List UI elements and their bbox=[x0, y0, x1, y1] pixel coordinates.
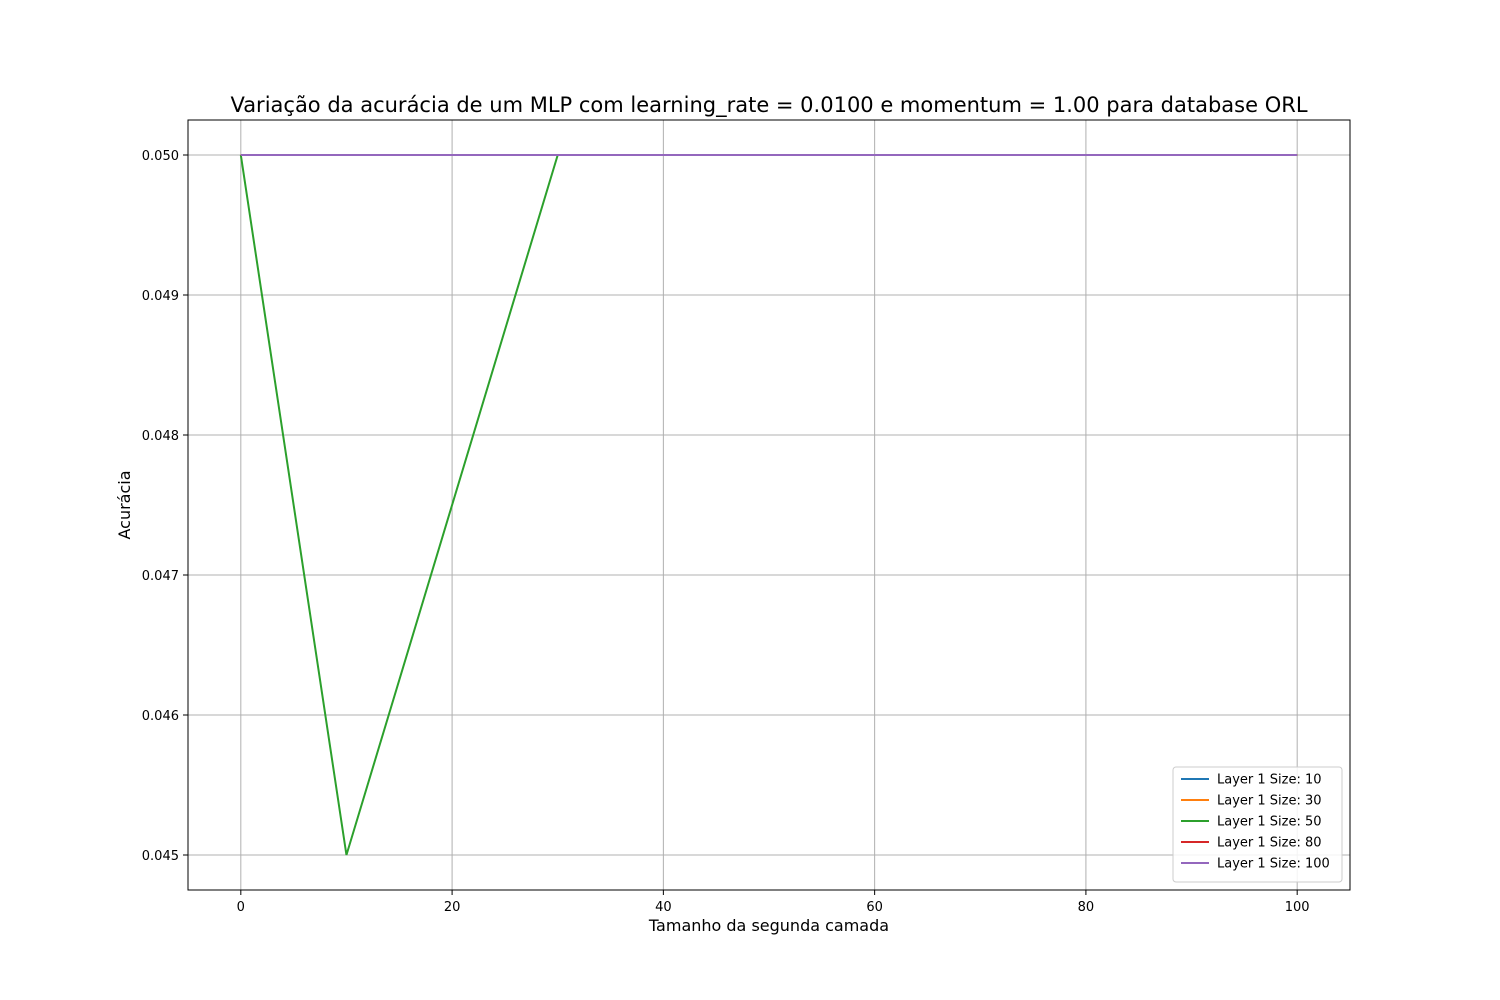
legend-label: Layer 1 Size: 50 bbox=[1217, 815, 1322, 830]
chart-title: Variação da acurácia de um MLP com learn… bbox=[230, 93, 1307, 118]
legend-box bbox=[1172, 766, 1343, 883]
legend-label: Layer 1 Size: 80 bbox=[1217, 836, 1322, 851]
y-tick-label: 0.047 bbox=[142, 569, 179, 584]
legend-label: Layer 1 Size: 10 bbox=[1217, 773, 1322, 788]
x-tick-label: 0 bbox=[237, 900, 245, 915]
y-axis-label: Acurácia bbox=[115, 470, 134, 539]
x-axis-label: Tamanho da segunda camada bbox=[648, 916, 889, 935]
axis-ticks: 0 20 40 60 80 100 0.045 0.046 0.047 0.048 0.049 0.0… bbox=[142, 149, 1310, 915]
legend: Layer 1 Size: 10 Layer 1 Size: 30 Layer 1 … bbox=[1172, 766, 1343, 883]
x-tick-label: 80 bbox=[1078, 900, 1095, 915]
x-tick-label: 100 bbox=[1285, 900, 1310, 915]
series-lines bbox=[239, 154, 1298, 856]
x-tick-label: 60 bbox=[866, 900, 883, 915]
y-tick-label: 0.046 bbox=[142, 709, 179, 724]
plot-area-frame bbox=[187, 119, 1351, 891]
legend-label: Layer 1 Size: 100 bbox=[1217, 857, 1330, 872]
y-tick-label: 0.050 bbox=[142, 149, 179, 164]
y-tick-label: 0.049 bbox=[142, 289, 179, 304]
legend-label: Layer 1 Size: 30 bbox=[1217, 794, 1322, 809]
x-tick-label: 40 bbox=[655, 900, 672, 915]
y-tick-label: 0.045 bbox=[142, 849, 179, 864]
x-tick-label: 20 bbox=[444, 900, 461, 915]
y-tick-label: 0.048 bbox=[142, 429, 179, 444]
